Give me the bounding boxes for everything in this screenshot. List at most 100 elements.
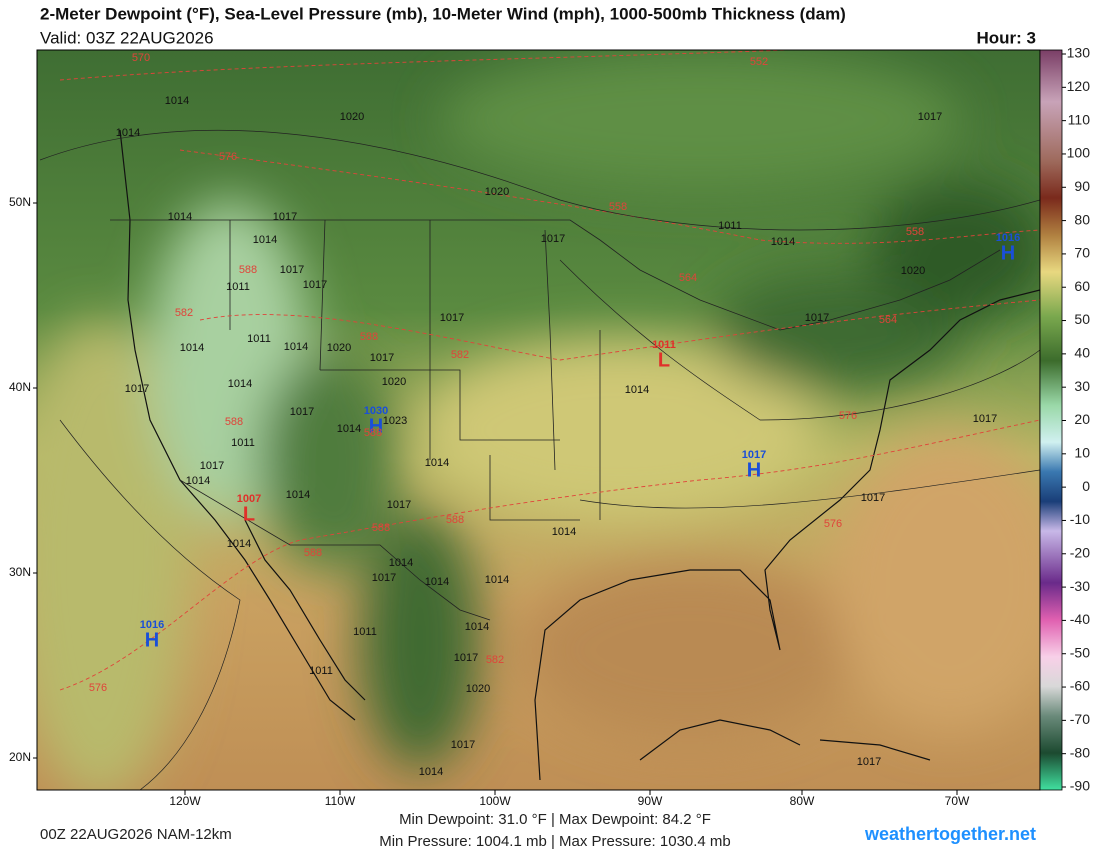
isobar-label: 1017 bbox=[861, 492, 885, 504]
isobar-label: 1014 bbox=[552, 526, 576, 538]
colorbar-label: 50 bbox=[1074, 311, 1090, 327]
isobar-label: 1014 bbox=[165, 95, 189, 107]
thickness-label: 582 bbox=[451, 349, 469, 361]
colorbar-label: 120 bbox=[1067, 78, 1091, 94]
isobar-label: 1017 bbox=[541, 233, 565, 245]
isobar-label: 1017 bbox=[125, 383, 149, 395]
isobar-label: 1014 bbox=[771, 236, 795, 248]
isobar-label: 1014 bbox=[168, 211, 192, 223]
thickness-label: 582 bbox=[486, 654, 504, 666]
isobar-label: 1017 bbox=[454, 652, 478, 664]
thickness-label: 588 bbox=[364, 427, 382, 439]
isobar-label: 1017 bbox=[918, 111, 942, 123]
thickness-label: 576 bbox=[89, 682, 107, 694]
isobar-label: 1020 bbox=[485, 186, 509, 198]
colorbar-label: -40 bbox=[1070, 611, 1090, 627]
colorbar-label: -20 bbox=[1070, 544, 1090, 560]
thickness-label: 558 bbox=[906, 226, 924, 238]
coastlines bbox=[119, 129, 1040, 781]
isobar-label: 1014 bbox=[425, 457, 449, 469]
borders bbox=[110, 219, 1001, 621]
thickness-label: 582 bbox=[175, 307, 193, 319]
colorbar-label: 90 bbox=[1074, 178, 1090, 194]
center-value: 1030 bbox=[364, 405, 388, 417]
isobar-label: 1017 bbox=[200, 460, 224, 472]
isobar-label: 1020 bbox=[327, 342, 351, 354]
thickness-label: 588 bbox=[360, 331, 378, 343]
valid-time: Valid: 03Z 22AUG2026 bbox=[40, 28, 214, 47]
lon-label: 90W bbox=[638, 794, 663, 808]
field-patches bbox=[37, 50, 1040, 790]
center-letter: H bbox=[747, 459, 761, 481]
isobar-label: 1017 bbox=[857, 756, 881, 768]
isobar-label: 1011 bbox=[353, 626, 377, 638]
thickness-label: 564 bbox=[679, 272, 697, 284]
isobar-label: 1017 bbox=[280, 264, 304, 276]
isobar-label: 1017 bbox=[805, 312, 829, 324]
colorbar-label: -90 bbox=[1070, 778, 1090, 794]
isobar-label: 1014 bbox=[227, 538, 251, 550]
center-value: 1011 bbox=[652, 339, 676, 351]
colorbar-label: 30 bbox=[1074, 378, 1090, 394]
lon-label: 80W bbox=[790, 794, 815, 808]
isobar-label: 1017 bbox=[290, 406, 314, 418]
colorbar-label: -80 bbox=[1070, 744, 1090, 760]
center-letter: L bbox=[658, 349, 670, 371]
center-letter: H bbox=[1001, 242, 1015, 264]
pressure-range: Min Pressure: 1004.1 mb | Max Pressure: … bbox=[379, 833, 731, 850]
isobar-label: 1017 bbox=[451, 739, 475, 751]
isobar-label: 1014 bbox=[284, 341, 308, 353]
isobar-label: 1014 bbox=[116, 127, 140, 139]
title: 2-Meter Dewpoint (°F), Sea-Level Pressur… bbox=[40, 4, 846, 23]
thickness-contours bbox=[59, 50, 1040, 691]
colorbar-label: 40 bbox=[1074, 345, 1090, 361]
dewpoint-range: Min Dewpoint: 31.0 °F | Max Dewpoint: 84… bbox=[399, 811, 711, 828]
colorbar-label: 60 bbox=[1074, 278, 1090, 294]
isobar-label: 1017 bbox=[303, 279, 327, 291]
isobar-label: 1014 bbox=[485, 574, 509, 586]
isobar-label: 1014 bbox=[465, 621, 489, 633]
center-value: 1017 bbox=[742, 449, 766, 461]
isobar-label: 1023 bbox=[383, 415, 407, 427]
isobar-label: 1011 bbox=[718, 220, 742, 232]
colorbar-label: 20 bbox=[1074, 411, 1090, 427]
isobar-label: 1017 bbox=[973, 413, 997, 425]
colorbar-label: 70 bbox=[1074, 245, 1090, 261]
colorbar-label: 130 bbox=[1067, 45, 1091, 61]
center-letter: H bbox=[145, 629, 159, 651]
isobar-label: 1014 bbox=[389, 557, 413, 569]
isobar-label: 1014 bbox=[180, 342, 204, 354]
isobar-label: 1014 bbox=[625, 384, 649, 396]
isobar-label: 1014 bbox=[419, 766, 443, 778]
thickness-label: 588 bbox=[225, 416, 243, 428]
isobar-label: 1014 bbox=[337, 423, 361, 435]
lat-label: 30N bbox=[9, 565, 31, 579]
lat-label: 40N bbox=[9, 380, 31, 394]
isobar-label: 1011 bbox=[309, 665, 333, 677]
center-letter: L bbox=[243, 503, 255, 525]
isobar-label: 1011 bbox=[247, 333, 271, 345]
forecast-hour: Hour: 3 bbox=[977, 28, 1037, 47]
colorbar-label: 100 bbox=[1067, 145, 1091, 161]
lon-label: 100W bbox=[479, 794, 511, 808]
colorbar-label: -60 bbox=[1070, 678, 1090, 694]
isobar-label: 1014 bbox=[425, 576, 449, 588]
isobar-label: 1011 bbox=[231, 437, 255, 449]
thickness-label: 576 bbox=[824, 518, 842, 530]
isobar-label: 1017 bbox=[440, 312, 464, 324]
colorbar-label: 0 bbox=[1082, 478, 1090, 494]
colorbar-label: 110 bbox=[1068, 111, 1091, 127]
thickness-label: 588 bbox=[372, 522, 390, 534]
thickness-label: 588 bbox=[304, 547, 322, 559]
lon-label: 110W bbox=[325, 794, 356, 808]
colorbar-label: 10 bbox=[1074, 445, 1090, 461]
colorbar-label: -50 bbox=[1070, 644, 1090, 660]
thickness-label: 588 bbox=[446, 514, 464, 526]
isobar-label: 1020 bbox=[382, 376, 406, 388]
thickness-label: 576 bbox=[839, 410, 857, 422]
colorbar-label: -30 bbox=[1070, 578, 1090, 594]
colorbar-label: -70 bbox=[1070, 711, 1090, 727]
colorbar-label: -10 bbox=[1070, 511, 1090, 527]
